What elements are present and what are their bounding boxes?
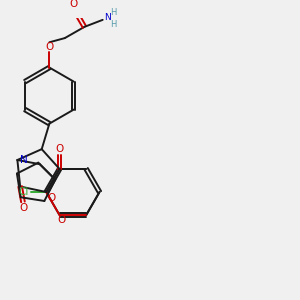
Text: Cl: Cl [18,187,28,197]
Text: H: H [110,8,116,17]
Text: O: O [57,215,66,225]
Text: N: N [104,13,111,22]
Text: O: O [69,0,77,9]
Text: N: N [20,155,27,165]
Text: O: O [56,144,64,154]
Text: O: O [47,193,56,203]
Text: H: H [110,20,116,28]
Text: O: O [45,41,53,52]
Text: O: O [20,203,28,213]
